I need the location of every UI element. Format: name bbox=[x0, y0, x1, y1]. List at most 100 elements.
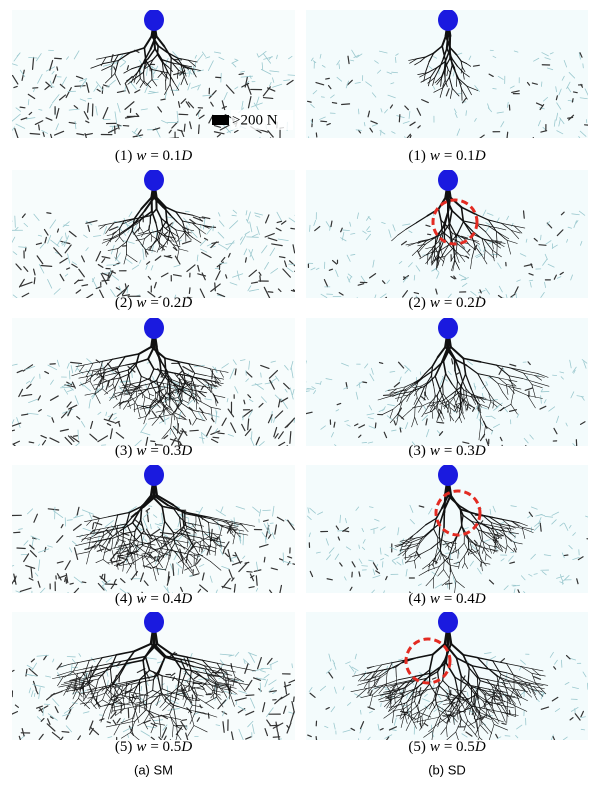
caption-equals: = 0.1 bbox=[150, 148, 181, 164]
caption-unit: D bbox=[180, 443, 192, 459]
caption-equals: = 0.3 bbox=[150, 443, 181, 459]
caption-equals: = 0.2 bbox=[444, 295, 475, 311]
force-chain bbox=[165, 358, 166, 375]
caption-variable: w bbox=[136, 148, 146, 164]
speck bbox=[3, 221, 12, 227]
speck bbox=[502, 445, 504, 450]
indenter bbox=[144, 611, 164, 633]
speck bbox=[400, 428, 401, 432]
caption-prefix: (3) bbox=[408, 443, 426, 459]
speck bbox=[161, 99, 165, 100]
speck bbox=[73, 688, 80, 689]
caption-equals: = 0.4 bbox=[444, 591, 475, 607]
caption-equals: = 0.3 bbox=[444, 443, 475, 459]
speck bbox=[384, 395, 391, 396]
column-label: (b) SD bbox=[428, 762, 466, 777]
speck bbox=[246, 695, 254, 696]
caption-variable: w bbox=[136, 739, 146, 755]
panel-caption: (4)w= 0.4D bbox=[115, 591, 192, 607]
speck bbox=[502, 298, 503, 301]
caption-variable: w bbox=[430, 148, 440, 164]
speck bbox=[359, 545, 360, 548]
caption-prefix: (1) bbox=[115, 148, 133, 164]
caption-variable: w bbox=[136, 295, 146, 311]
speck bbox=[321, 121, 327, 122]
caption-variable: w bbox=[430, 739, 440, 755]
speck bbox=[47, 213, 51, 214]
caption-prefix: (1) bbox=[408, 148, 426, 164]
caption-unit: D bbox=[474, 295, 486, 311]
caption-prefix: (4) bbox=[408, 591, 426, 607]
speck bbox=[74, 436, 78, 437]
speck bbox=[53, 739, 61, 746]
force-chain bbox=[151, 69, 152, 79]
caption-equals: = 0.5 bbox=[444, 739, 475, 755]
panel-caption: (3)w= 0.3D bbox=[115, 443, 192, 459]
speck bbox=[260, 276, 261, 281]
force-chain-panel bbox=[306, 464, 590, 597]
speck bbox=[291, 290, 294, 291]
force-chain bbox=[477, 678, 478, 688]
speck bbox=[169, 138, 179, 139]
caption-equals: = 0.1 bbox=[444, 148, 475, 164]
speck bbox=[292, 664, 293, 668]
caption-unit: D bbox=[474, 443, 486, 459]
force-chain-panel bbox=[3, 169, 303, 300]
speck bbox=[342, 104, 350, 105]
speck bbox=[332, 103, 336, 104]
indenter bbox=[144, 317, 164, 339]
speck bbox=[245, 258, 246, 262]
speck bbox=[395, 57, 396, 62]
speck bbox=[182, 720, 187, 721]
force-chain-panel bbox=[306, 611, 588, 752]
speck bbox=[105, 584, 116, 585]
speck bbox=[261, 373, 262, 377]
panel-caption: (1)w= 0.1D bbox=[408, 148, 485, 164]
speck bbox=[287, 446, 290, 448]
figure: (1)w= 0.1D(2)w= 0.2D(3)w= 0.3D(4)w= 0.4D… bbox=[0, 0, 590, 785]
speck bbox=[507, 132, 508, 139]
caption-equals: = 0.2 bbox=[150, 295, 181, 311]
caption-prefix: (3) bbox=[115, 443, 133, 459]
force-chain bbox=[437, 394, 438, 404]
caption-equals: = 0.5 bbox=[150, 739, 181, 755]
speck bbox=[493, 88, 496, 89]
force-chain-panel bbox=[7, 317, 295, 455]
panel-caption: (1)w= 0.1D bbox=[115, 148, 192, 164]
speck bbox=[189, 688, 190, 691]
speck bbox=[437, 422, 443, 423]
caption-variable: w bbox=[430, 443, 440, 459]
indenter bbox=[438, 611, 458, 633]
caption-variable: w bbox=[136, 443, 146, 459]
speck bbox=[184, 124, 185, 131]
caption-unit: D bbox=[474, 739, 486, 755]
speck bbox=[552, 375, 556, 376]
speck bbox=[381, 703, 382, 706]
legend-label: >200 N bbox=[232, 112, 278, 128]
indenter bbox=[144, 169, 164, 191]
speck bbox=[64, 225, 69, 226]
panel-caption: (5)w= 0.5D bbox=[115, 739, 192, 755]
speck bbox=[102, 280, 109, 281]
speck bbox=[15, 216, 16, 227]
speck bbox=[82, 582, 86, 583]
speck bbox=[295, 271, 303, 276]
speck bbox=[381, 297, 386, 301]
speck bbox=[78, 280, 83, 281]
speck bbox=[62, 732, 69, 733]
speck bbox=[375, 423, 376, 428]
speck bbox=[30, 134, 39, 135]
speck bbox=[34, 278, 35, 284]
speck bbox=[256, 576, 257, 585]
force-chain-panel bbox=[306, 169, 588, 303]
caption-variable: w bbox=[430, 591, 440, 607]
force-chain bbox=[443, 384, 444, 394]
indenter bbox=[438, 464, 458, 486]
speck bbox=[199, 125, 200, 134]
caption-prefix: (5) bbox=[115, 739, 133, 755]
speck bbox=[268, 292, 273, 293]
speck bbox=[57, 67, 58, 70]
force-chain-panel bbox=[5, 611, 299, 746]
force-chain bbox=[144, 72, 145, 81]
speck bbox=[20, 107, 25, 108]
